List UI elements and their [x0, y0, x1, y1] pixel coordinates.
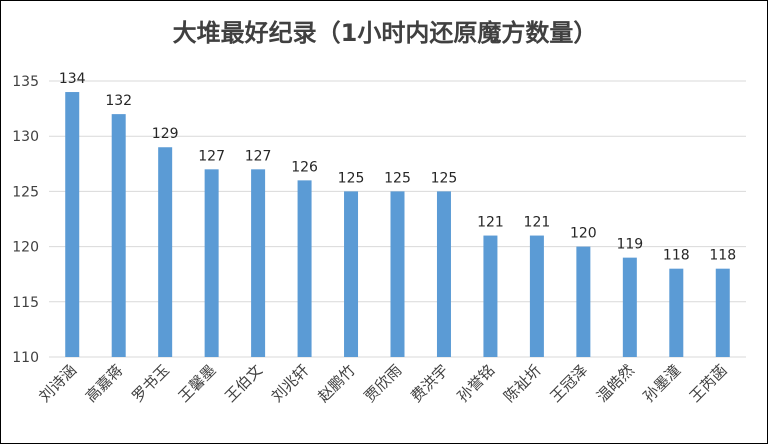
x-tick-label-1: 刘诗涵 — [36, 361, 81, 406]
x-tick-label-11: 陈祉圻 — [500, 361, 545, 406]
data-label-11: 121 — [524, 215, 551, 231]
data-label-15: 118 — [709, 248, 736, 264]
x-tick-label-7: 赵鹏竹 — [314, 361, 359, 406]
data-label-9: 125 — [431, 170, 458, 186]
x-tick-label-13: 温皓然 — [593, 361, 638, 406]
x-tick-label-10: 孙誉铭 — [454, 361, 499, 406]
bar-5 — [251, 169, 266, 357]
y-tick-label-120: 120 — [12, 240, 39, 256]
data-label-10: 121 — [477, 215, 504, 231]
x-tick-label-14: 孙墨潼 — [640, 361, 685, 406]
x-tick-label-6: 刘兆轩 — [268, 361, 313, 406]
x-tick-label-15: 王芮菡 — [686, 361, 731, 406]
bar-15 — [715, 268, 730, 357]
bar-6 — [297, 180, 312, 357]
data-label-1: 134 — [59, 71, 86, 87]
data-label-14: 118 — [663, 248, 690, 264]
bar-10 — [483, 235, 498, 357]
y-tick-label-130: 130 — [12, 129, 39, 145]
bar-11 — [529, 235, 544, 357]
y-tick-label-115: 115 — [12, 295, 39, 311]
bar-13 — [622, 257, 637, 357]
y-tick-label-110: 110 — [12, 350, 39, 366]
y-tick-label-135: 135 — [12, 74, 39, 90]
bar-12 — [576, 246, 591, 357]
x-tick-label-3: 罗书玉 — [128, 361, 173, 406]
x-tick-label-9: 费洪宇 — [407, 361, 452, 406]
data-label-3: 129 — [152, 126, 179, 142]
data-label-5: 127 — [245, 148, 272, 164]
x-tick-label-2: 高嘉蒋 — [82, 361, 127, 406]
data-label-12: 120 — [570, 226, 597, 242]
bar-7 — [344, 191, 359, 357]
bar-3 — [158, 147, 173, 357]
chart-title: 大堆最好纪录（1小时内还原魔方数量） — [172, 19, 598, 47]
data-label-2: 132 — [105, 93, 132, 109]
bar-4 — [204, 169, 219, 357]
bar-1 — [65, 92, 80, 357]
data-label-4: 127 — [198, 148, 225, 164]
x-tick-label-5: 王伯文 — [221, 361, 266, 406]
bar-9 — [436, 191, 451, 357]
data-label-7: 125 — [338, 170, 365, 186]
bar-14 — [669, 268, 684, 357]
data-label-13: 119 — [616, 237, 643, 253]
bar-2 — [111, 114, 126, 358]
data-label-8: 125 — [384, 170, 411, 186]
data-label-6: 126 — [291, 159, 318, 175]
y-tick-label-125: 125 — [12, 184, 39, 200]
x-tick-label-12: 王冠泽 — [547, 361, 592, 406]
x-tick-label-4: 王馨墨 — [175, 361, 220, 406]
bar-8 — [390, 191, 405, 357]
x-tick-label-8: 贾欣雨 — [361, 361, 406, 406]
